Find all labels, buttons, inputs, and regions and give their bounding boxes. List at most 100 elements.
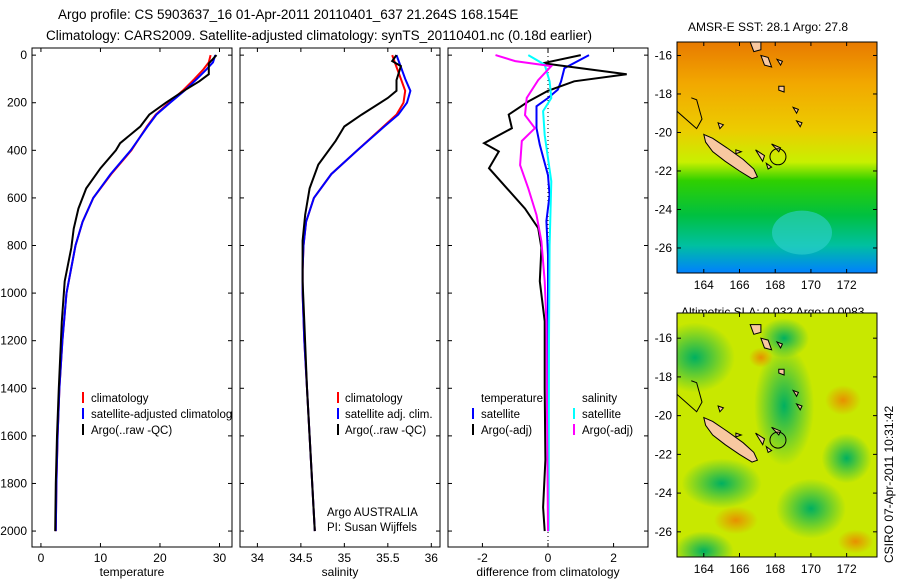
lon-tick-label: 166	[729, 562, 749, 576]
sla-map: 164 166 168 170 172 -16 -18 -20 -22 -24 -26	[655, 312, 878, 576]
legend-satellite-adj: satellite adj. clim.	[345, 409, 433, 421]
island-coastline	[703, 133, 759, 180]
axes-frame	[239, 47, 441, 548]
island-coastline	[749, 324, 762, 335]
lat-tick-label: -24	[655, 486, 673, 500]
sla-low-patch	[677, 531, 734, 557]
lat-tick-label: -20	[655, 125, 673, 139]
figure-title-line2: Climatology: CARS2009. Satellite-adjuste…	[46, 28, 592, 43]
y-tick-label: 1200	[0, 334, 27, 348]
difference-legend: temperature satellite Argo(-adj) salinit…	[472, 393, 633, 437]
legend-satellite-adjusted: satellite-adjusted climatology	[91, 409, 238, 421]
island-coastline	[717, 121, 725, 130]
series-line-salinity-argo-adj-	[495, 54, 554, 532]
lat-tick-label: -26	[655, 525, 673, 539]
island-coastline	[778, 85, 785, 93]
x-tick-label: 0	[38, 551, 45, 565]
heatmap-field	[677, 313, 877, 557]
x-axis-label: temperature	[100, 565, 165, 579]
x-tick-label: 35.5	[376, 551, 400, 565]
lat-tick-label: -22	[655, 164, 673, 178]
series-line-satellite-adj-clim-	[301, 54, 412, 532]
legend-climatology: climatology	[345, 393, 403, 405]
legend-temperature-title: temperature	[481, 393, 543, 405]
lon-tick-label: 172	[837, 562, 857, 576]
x-tick-label: 2	[610, 551, 617, 565]
island-coastline	[765, 162, 773, 170]
legend-salinity-title: salinity	[582, 393, 617, 405]
series-line-temperature-argo-adj-	[482, 54, 627, 532]
lat-tick-label: -24	[655, 202, 673, 216]
island-coastline	[760, 337, 773, 351]
figure-title-line1: Argo profile: CS 5903637_16 01-Apr-2011 …	[58, 7, 518, 22]
island-coastline	[703, 416, 759, 463]
lat-tick-label: -18	[655, 87, 673, 101]
sla-low-patch	[681, 458, 762, 509]
y-tick-label: 1600	[0, 429, 27, 443]
salinity-legend: climatology satellite adj. clim. Argo(..…	[327, 392, 433, 534]
island-coastline	[749, 42, 762, 53]
legend-temp-satellite: satellite	[481, 409, 520, 421]
x-tick-label: 34.5	[289, 551, 313, 565]
lon-tick-label: 164	[694, 278, 714, 292]
y-tick-label: 2000	[0, 524, 27, 538]
lon-tick-label: 168	[765, 278, 785, 292]
island-coastline	[760, 54, 773, 68]
series-line-salinity-satellite	[527, 54, 553, 532]
map-frame	[676, 312, 878, 558]
y-tick-label: 400	[7, 143, 27, 157]
x-tick-label: 34	[251, 551, 265, 565]
lat-tick-label: -26	[655, 241, 673, 255]
lat-tick-label: -16	[655, 48, 673, 62]
y-tick-label: 0	[20, 48, 27, 62]
heatmap-field	[677, 42, 877, 273]
annotation-pi: PI: Susan Wijffels	[327, 522, 417, 534]
sla-low-patch	[759, 318, 810, 359]
x-tick-label: 30	[213, 551, 227, 565]
lat-tick-label: -16	[655, 331, 673, 345]
sla-low-patch	[754, 345, 815, 466]
series-line-climatology	[54, 54, 212, 532]
y-tick-label: 600	[7, 191, 27, 205]
sla-high-patch	[713, 506, 758, 535]
reef-outline	[677, 380, 703, 413]
island-coastline	[791, 106, 800, 115]
island-coastline	[765, 445, 773, 454]
lon-tick-label: 166	[729, 278, 749, 292]
x-tick-label: -2	[477, 551, 488, 565]
legend-argo: Argo(..raw -QC)	[345, 425, 426, 437]
axes-frame	[31, 47, 233, 548]
island-coastline	[755, 432, 766, 446]
island-coastline	[778, 368, 785, 376]
argo-position-marker	[769, 431, 787, 449]
island-coastline	[791, 389, 800, 398]
temperature-legend: climatology satellite-adjusted climatolo…	[82, 392, 238, 437]
island-coastline	[735, 432, 743, 438]
legend-sal-argo: Argo(-adj)	[582, 425, 633, 437]
x-axis-label: salinity	[322, 565, 359, 579]
lat-tick-label: -22	[655, 447, 673, 461]
sst-cool-patch	[772, 210, 832, 255]
sst-map-title: AMSR-E SST: 28.1 Argo: 27.8	[688, 20, 848, 34]
temperature-panel: 0 10 20 30 temperature 0 200 400 600 800 1000 1200 1…	[0, 47, 233, 579]
y-tick-label: 1400	[0, 381, 27, 395]
sla-low-patch	[775, 478, 846, 539]
x-tick-label: 10	[94, 551, 108, 565]
sla-low-patch	[821, 433, 872, 484]
island-coastline	[771, 426, 782, 436]
y-tick-label: 1000	[0, 286, 27, 300]
series-line-argo-raw-qc-	[301, 54, 403, 532]
reef-outline	[677, 97, 703, 130]
island-coastline	[795, 403, 803, 411]
island-coastline	[775, 58, 784, 67]
sla-high-patch	[837, 529, 874, 554]
island-coastline	[717, 405, 725, 413]
sla-high-patch	[825, 385, 862, 416]
argo-position-marker	[769, 148, 787, 166]
legend-argo: Argo(..raw -QC)	[91, 425, 172, 437]
y-tick-label: 1800	[0, 476, 27, 490]
sla-low-patch	[677, 322, 735, 393]
island-coastline	[795, 119, 803, 128]
